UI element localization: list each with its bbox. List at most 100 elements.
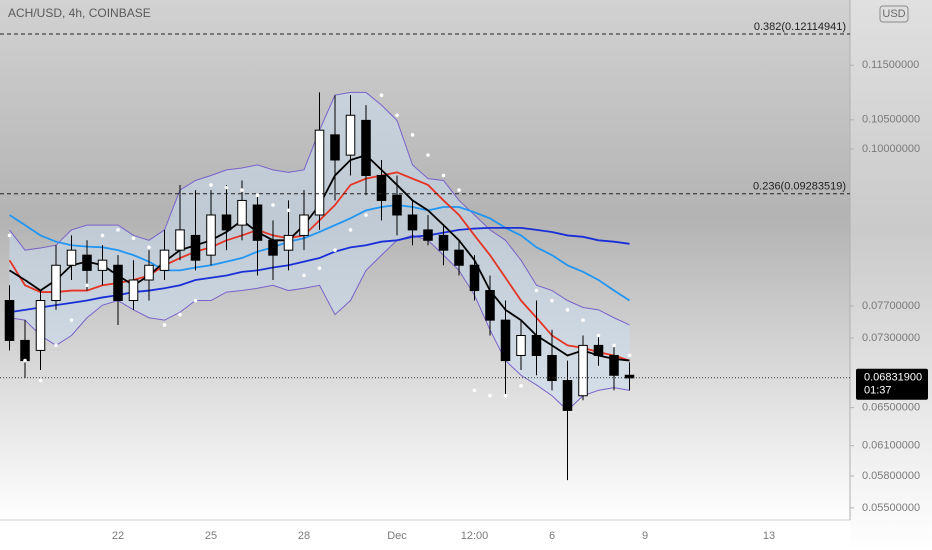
sar-dot: [240, 188, 244, 192]
sar-dot: [69, 318, 74, 322]
candle-body: [361, 119, 371, 176]
sar-dot: [116, 228, 120, 232]
y-tick-label: 0.05500000: [862, 502, 920, 514]
sar-dot: [209, 183, 213, 187]
candle-body: [4, 300, 15, 341]
candle-body: [547, 354, 557, 382]
sar-dot: [410, 133, 415, 137]
candle-body: [175, 229, 185, 251]
sar-dot: [38, 378, 43, 383]
candle-body: [593, 344, 604, 356]
candle-body: [407, 214, 418, 231]
indicator-line: [9, 226, 630, 314]
x-tick-label: 25: [205, 530, 217, 542]
x-tick-label: 13: [763, 530, 775, 542]
candle-body: [314, 129, 325, 216]
candle-body: [113, 264, 123, 302]
sar-dot: [379, 93, 384, 97]
candle-body: [82, 254, 92, 271]
y-tick-label: 0.06500000: [862, 402, 920, 414]
currency-badge[interactable]: [879, 5, 909, 23]
sar-dot: [333, 248, 337, 252]
candle-body: [20, 339, 30, 362]
x-tick-label: Dec: [387, 530, 407, 542]
indicator-line: [9, 204, 630, 302]
sar-dot: [255, 193, 260, 198]
candle-body: [66, 249, 77, 266]
candle-body: [128, 279, 139, 302]
candle-body: [438, 234, 449, 251]
y-tick-label: 0.10500000: [862, 114, 920, 126]
sar-dot: [364, 213, 368, 217]
candle-body: [562, 380, 573, 411]
sar-dot: [193, 298, 198, 303]
sar-dot: [271, 203, 275, 207]
x-tick-label: 6: [549, 530, 555, 542]
last-price-box: [856, 368, 928, 400]
sar-dot: [348, 228, 353, 232]
sar-dot: [23, 358, 27, 363]
sar-dot: [503, 393, 508, 398]
candle-body: [51, 264, 61, 302]
candle-body: [345, 114, 356, 156]
candle-body: [283, 234, 294, 251]
sar-dot: [100, 233, 105, 238]
sar-dot: [54, 343, 58, 348]
candle-body: [609, 354, 619, 376]
candle-body: [376, 174, 387, 201]
candle-body: [500, 319, 511, 362]
x-tick-label: 12:00: [461, 530, 489, 542]
sar-dot: [317, 266, 322, 270]
sar-dot: [131, 236, 136, 241]
y-tick-label: 0.11500000: [862, 59, 919, 71]
candle-body: [268, 239, 278, 256]
candle-body: [221, 214, 232, 231]
sar-dot: [178, 312, 182, 317]
sar-dot: [488, 393, 492, 398]
indicator-line: [9, 234, 630, 412]
band-fill: [9, 92, 630, 411]
sar-dot: [550, 298, 554, 303]
sar-dot: [7, 233, 12, 238]
x-tick-label: 9: [642, 530, 648, 542]
currency-label[interactable]: USD: [882, 8, 905, 20]
candle-body: [299, 214, 309, 236]
y-tick-label: 0.07300000: [862, 332, 920, 344]
x-tick-label: 28: [298, 530, 310, 542]
y-tick-label: 0.06100000: [862, 440, 920, 452]
candle-body: [252, 204, 263, 241]
time-axis-background: [0, 520, 850, 550]
fib-label: 0.382(0.12114941): [754, 21, 846, 33]
candle-body: [516, 334, 526, 356]
candle-body: [190, 234, 201, 261]
y-tick-label: 0.05800000: [862, 470, 920, 482]
candle-body: [144, 264, 154, 281]
sar-dot: [426, 153, 430, 157]
candle-body: [423, 229, 433, 241]
sar-dot: [534, 288, 539, 293]
sar-dot: [302, 273, 306, 278]
x-tick-label: 22: [112, 530, 124, 542]
candle-body: [97, 259, 108, 271]
sar-dot: [565, 308, 570, 312]
sar-dot: [519, 384, 523, 388]
plot: [4, 91, 635, 481]
sar-dot: [395, 113, 399, 118]
candle-body: [392, 194, 402, 216]
sar-dot: [457, 188, 461, 192]
candle-body: [624, 374, 635, 379]
candle-body: [237, 199, 247, 226]
y-tick-label: 0.10000000: [862, 143, 920, 155]
sar-dot: [627, 353, 632, 358]
sar-dot: [85, 283, 89, 288]
sar-dot: [286, 208, 291, 213]
chart-title: ACH/USD, 4h, COINBASE: [8, 6, 151, 20]
sar-dot: [162, 323, 167, 327]
candle-body: [159, 249, 170, 271]
sar-dot: [147, 245, 151, 250]
candle-body: [531, 334, 542, 356]
sar-dot: [596, 333, 601, 338]
sar-dot: [472, 388, 477, 393]
sar-dot: [441, 173, 446, 178]
